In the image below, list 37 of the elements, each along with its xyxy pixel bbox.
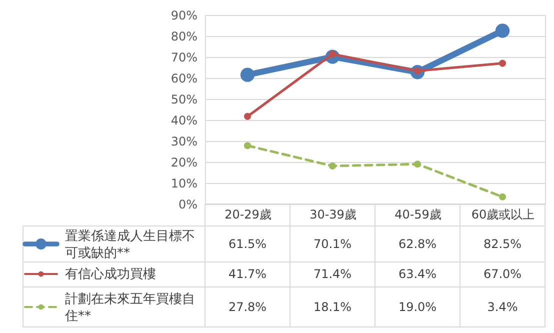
point xyxy=(498,60,506,67)
y-tick-label: 50% xyxy=(170,92,198,106)
y-tick-label: 0% xyxy=(178,198,198,212)
y-tick-label: 90% xyxy=(170,8,198,22)
legend-label: 有信心成功買樓 xyxy=(65,266,156,282)
point xyxy=(328,162,336,170)
point xyxy=(414,160,422,168)
point xyxy=(244,142,252,150)
data-label: 62.8% xyxy=(398,237,437,251)
data-label: 41.7% xyxy=(228,267,267,281)
data-label: 70.1% xyxy=(313,237,352,251)
x-tick-label: 20-29歲 xyxy=(224,208,272,222)
data-label: 82.5% xyxy=(483,237,522,251)
x-tick-label: 40-59歲 xyxy=(394,208,442,222)
data-label: 61.5% xyxy=(228,237,267,251)
data-label: 71.4% xyxy=(313,267,352,281)
y-tick-label: 20% xyxy=(170,156,198,170)
data-label: 67.0% xyxy=(483,267,522,281)
x-tick-label: 60歲或以上 xyxy=(471,208,535,222)
data-label: 27.8% xyxy=(228,300,267,314)
y-tick-label: 30% xyxy=(170,134,198,148)
y-tick-label: 10% xyxy=(170,176,198,190)
data-label: 19.0% xyxy=(398,300,437,314)
point xyxy=(240,68,255,82)
data-label: 18.1% xyxy=(313,300,352,314)
y-tick-label: 40% xyxy=(170,114,198,128)
point xyxy=(244,112,252,120)
legend-label: 置業係達成人生目標不可或缺的** xyxy=(65,229,195,261)
point xyxy=(495,24,510,38)
x-tick-label: 30-39歲 xyxy=(310,208,356,222)
y-tick-label: 70% xyxy=(170,50,198,64)
point xyxy=(498,193,506,200)
legend-label: 計劃在未來五年買樓自住** xyxy=(64,292,195,324)
y-tick-label: 60% xyxy=(170,72,198,86)
data-label: 3.4% xyxy=(487,300,518,314)
y-tick-label: 80% xyxy=(170,30,198,44)
data-label: 63.4% xyxy=(398,267,437,281)
